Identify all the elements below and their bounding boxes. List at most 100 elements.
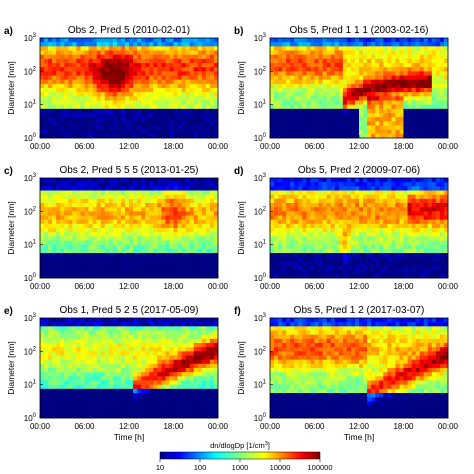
heatmap-cell [185,253,190,258]
heatmap-cell [185,186,190,191]
heatmap-cell [306,198,311,204]
heatmap-cell [80,186,85,191]
heatmap-cell [112,322,118,327]
heatmap-cell [108,384,114,390]
heatmap-cell [137,269,142,275]
heatmap-cell [104,117,110,122]
heatmap-cell [52,207,57,212]
heatmap-cell [153,182,158,187]
heatmap-cell [338,92,344,97]
heatmap-cell [270,71,275,76]
heatmap-cell [310,46,315,51]
heatmap-cell [213,113,219,118]
heatmap-cell [181,182,186,187]
heatmap-cell [411,265,416,270]
heatmap-cell [177,236,182,241]
heatmap-cell [278,71,283,76]
heatmap-cell [129,198,134,204]
heatmap-cell [153,96,158,101]
heatmap-cell [108,330,114,335]
heatmap-cell [213,273,219,279]
heatmap-cell [274,203,279,208]
heatmap-cell [371,92,376,97]
heatmap-cell [133,338,138,344]
heatmap-cell [92,363,97,369]
heatmap-cell [92,46,97,51]
heatmap-cell [197,125,203,130]
heatmap-cell [213,58,219,64]
heatmap-cell [64,54,69,60]
heatmap-cell [52,401,57,406]
heatmap-cell [116,190,122,195]
heatmap-cell [314,182,319,187]
heatmap-cell [306,215,311,220]
heatmap-cell [379,211,384,216]
heatmap-cell [137,322,142,327]
heatmap-cell [120,194,126,200]
heatmap-cell [302,190,307,195]
heatmap-cell [44,83,49,89]
heatmap-cell [201,261,207,266]
heatmap-cell [141,133,146,139]
heatmap-cell [302,63,307,68]
heatmap-cell [44,409,49,415]
heatmap-cell [371,215,376,220]
heatmap-cell [88,194,93,200]
heatmap-cell [92,215,97,220]
heatmap-cell [403,240,408,245]
heatmap-cell [60,207,65,212]
heatmap-cell [72,88,77,93]
heatmap-cell [371,253,376,258]
heatmap-cell [157,104,162,110]
heatmap-cell [213,223,219,229]
heatmap-cell [363,253,368,258]
heatmap-cell [173,113,178,118]
heatmap-cell [435,129,441,135]
heatmap-cell [40,388,45,394]
heatmap-cell [129,58,134,64]
heatmap-cell [383,79,388,85]
heatmap-cell [165,104,170,110]
heatmap-cell [60,71,65,76]
heatmap-cell [92,223,97,229]
heatmap-cell [48,198,53,204]
heatmap-cell [371,38,376,43]
heatmap-cell [161,265,166,270]
heatmap-cell [116,79,122,85]
heatmap-cell [161,129,166,135]
heatmap-cell [48,359,53,365]
heatmap-cell [165,236,170,241]
y-axis-label: Diameter [nm] [6,201,16,254]
heatmap-cell [367,75,372,80]
heatmap-cell [100,318,106,323]
heatmap-cell [153,113,158,118]
heatmap-cell [415,50,420,55]
heatmap-cell [76,67,81,72]
heatmap-cell [197,257,203,262]
heatmap-cell [205,83,211,89]
heatmap-cell [181,104,186,110]
heatmap-cell [161,240,166,245]
heatmap-cell [92,334,97,340]
heatmap-cell [306,178,311,183]
heatmap-cell [286,190,291,195]
heatmap-cell [314,125,319,130]
heatmap-cell [177,100,182,105]
heatmap-cell [52,253,57,258]
heatmap-cell [129,413,134,419]
heatmap-cell [80,194,85,200]
heatmap-cell [181,211,186,216]
heatmap-cell [48,397,53,402]
heatmap-cell [185,203,190,208]
heatmap-cell [399,248,404,254]
heatmap-cell [197,269,203,275]
heatmap-cell [116,215,122,220]
heatmap-cell [137,273,142,279]
heatmap-cell [306,203,311,208]
heatmap-cell [290,54,295,60]
heatmap-cell [112,92,118,97]
heatmap-cell [205,253,211,258]
heatmap-cell [282,67,287,72]
heatmap-cell [76,228,81,233]
heatmap-cell [60,67,65,72]
